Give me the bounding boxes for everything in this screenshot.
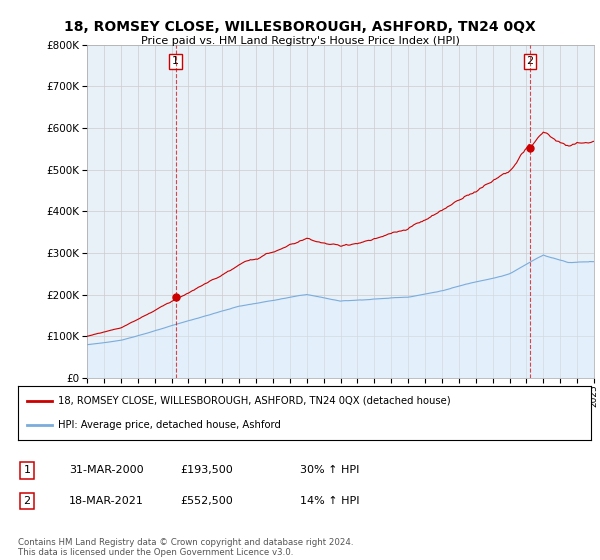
Text: 31-MAR-2000: 31-MAR-2000 <box>69 465 143 475</box>
Text: HPI: Average price, detached house, Ashford: HPI: Average price, detached house, Ashf… <box>58 420 281 430</box>
Text: 2: 2 <box>23 496 31 506</box>
Text: 2: 2 <box>526 57 533 67</box>
Text: Contains HM Land Registry data © Crown copyright and database right 2024.
This d: Contains HM Land Registry data © Crown c… <box>18 538 353 557</box>
Text: 1: 1 <box>23 465 31 475</box>
Text: 18, ROMSEY CLOSE, WILLESBOROUGH, ASHFORD, TN24 0QX: 18, ROMSEY CLOSE, WILLESBOROUGH, ASHFORD… <box>64 20 536 34</box>
Text: 18-MAR-2021: 18-MAR-2021 <box>69 496 144 506</box>
Text: Price paid vs. HM Land Registry's House Price Index (HPI): Price paid vs. HM Land Registry's House … <box>140 36 460 46</box>
Text: £193,500: £193,500 <box>180 465 233 475</box>
Text: 1: 1 <box>172 57 179 67</box>
Text: 18, ROMSEY CLOSE, WILLESBOROUGH, ASHFORD, TN24 0QX (detached house): 18, ROMSEY CLOSE, WILLESBOROUGH, ASHFORD… <box>58 396 451 406</box>
Text: £552,500: £552,500 <box>180 496 233 506</box>
Text: 14% ↑ HPI: 14% ↑ HPI <box>300 496 359 506</box>
Text: 30% ↑ HPI: 30% ↑ HPI <box>300 465 359 475</box>
